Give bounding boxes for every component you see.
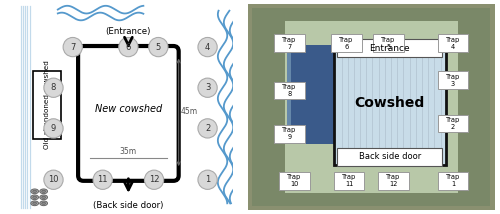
- FancyBboxPatch shape: [78, 46, 178, 181]
- Ellipse shape: [40, 201, 48, 206]
- Bar: [284, 21, 458, 193]
- Text: Old abandoned cowshed: Old abandoned cowshed: [44, 60, 50, 149]
- Text: Trap
5: Trap 5: [382, 37, 396, 50]
- Circle shape: [63, 37, 82, 57]
- FancyBboxPatch shape: [280, 172, 310, 190]
- FancyBboxPatch shape: [274, 125, 305, 143]
- FancyBboxPatch shape: [336, 148, 442, 166]
- Circle shape: [198, 78, 217, 97]
- Text: 10: 10: [48, 175, 58, 184]
- Text: 6: 6: [126, 43, 131, 52]
- Text: 7: 7: [70, 43, 75, 52]
- Bar: [33, 71, 61, 139]
- Text: New cowshed: New cowshed: [95, 104, 162, 114]
- FancyBboxPatch shape: [374, 34, 404, 52]
- Text: Trap
6: Trap 6: [340, 37, 353, 50]
- Text: Back side door: Back side door: [358, 152, 421, 161]
- Text: Trap
10: Trap 10: [288, 174, 302, 187]
- FancyBboxPatch shape: [438, 71, 468, 89]
- Ellipse shape: [42, 202, 46, 204]
- FancyBboxPatch shape: [378, 172, 408, 190]
- Bar: [334, 45, 446, 165]
- Text: Trap
3: Trap 3: [446, 74, 460, 87]
- Text: 9: 9: [51, 124, 56, 133]
- FancyBboxPatch shape: [274, 82, 305, 99]
- Text: Trap
12: Trap 12: [386, 174, 400, 187]
- Text: Entrance: Entrance: [370, 43, 410, 53]
- Text: 3: 3: [205, 83, 210, 92]
- Text: 12: 12: [149, 175, 160, 184]
- Text: Trap
11: Trap 11: [342, 174, 356, 187]
- Text: 2: 2: [205, 124, 210, 133]
- Ellipse shape: [42, 190, 46, 192]
- Text: 8: 8: [51, 83, 56, 92]
- Ellipse shape: [32, 190, 36, 192]
- Text: Cowshed: Cowshed: [354, 96, 425, 110]
- Ellipse shape: [31, 195, 38, 200]
- Text: (Entrance): (Entrance): [106, 27, 151, 36]
- Text: 45m: 45m: [181, 107, 198, 116]
- Circle shape: [198, 119, 217, 138]
- Text: 35m: 35m: [120, 147, 137, 156]
- Text: 4: 4: [205, 43, 210, 52]
- Text: Trap
1: Trap 1: [446, 174, 460, 187]
- FancyBboxPatch shape: [240, 0, 500, 214]
- Circle shape: [198, 170, 217, 189]
- Circle shape: [148, 37, 168, 57]
- Circle shape: [119, 37, 138, 57]
- Text: 5: 5: [156, 43, 161, 52]
- Circle shape: [44, 170, 63, 189]
- FancyBboxPatch shape: [438, 172, 468, 190]
- Ellipse shape: [32, 196, 36, 198]
- Circle shape: [93, 170, 112, 189]
- Bar: [287, 45, 291, 144]
- Text: Trap
8: Trap 8: [282, 84, 296, 97]
- Circle shape: [198, 37, 217, 57]
- Ellipse shape: [42, 196, 46, 198]
- FancyBboxPatch shape: [334, 172, 364, 190]
- Text: 11: 11: [98, 175, 108, 184]
- FancyBboxPatch shape: [438, 115, 468, 132]
- Circle shape: [144, 170, 164, 189]
- Text: Trap
7: Trap 7: [282, 37, 296, 50]
- Ellipse shape: [31, 189, 38, 194]
- Ellipse shape: [40, 189, 48, 194]
- FancyBboxPatch shape: [438, 34, 468, 52]
- FancyBboxPatch shape: [332, 34, 362, 52]
- Circle shape: [44, 78, 63, 97]
- Text: (Back side door): (Back side door): [93, 201, 164, 210]
- Ellipse shape: [31, 201, 38, 206]
- Ellipse shape: [40, 195, 48, 200]
- FancyBboxPatch shape: [274, 34, 305, 52]
- Text: 1: 1: [205, 175, 210, 184]
- Bar: [287, 45, 337, 144]
- Ellipse shape: [32, 202, 36, 204]
- Text: Trap
2: Trap 2: [446, 117, 460, 130]
- Text: Trap
4: Trap 4: [446, 37, 460, 50]
- Circle shape: [44, 119, 63, 138]
- Bar: [334, 45, 446, 165]
- Text: Trap
9: Trap 9: [282, 127, 296, 140]
- FancyBboxPatch shape: [336, 39, 442, 57]
